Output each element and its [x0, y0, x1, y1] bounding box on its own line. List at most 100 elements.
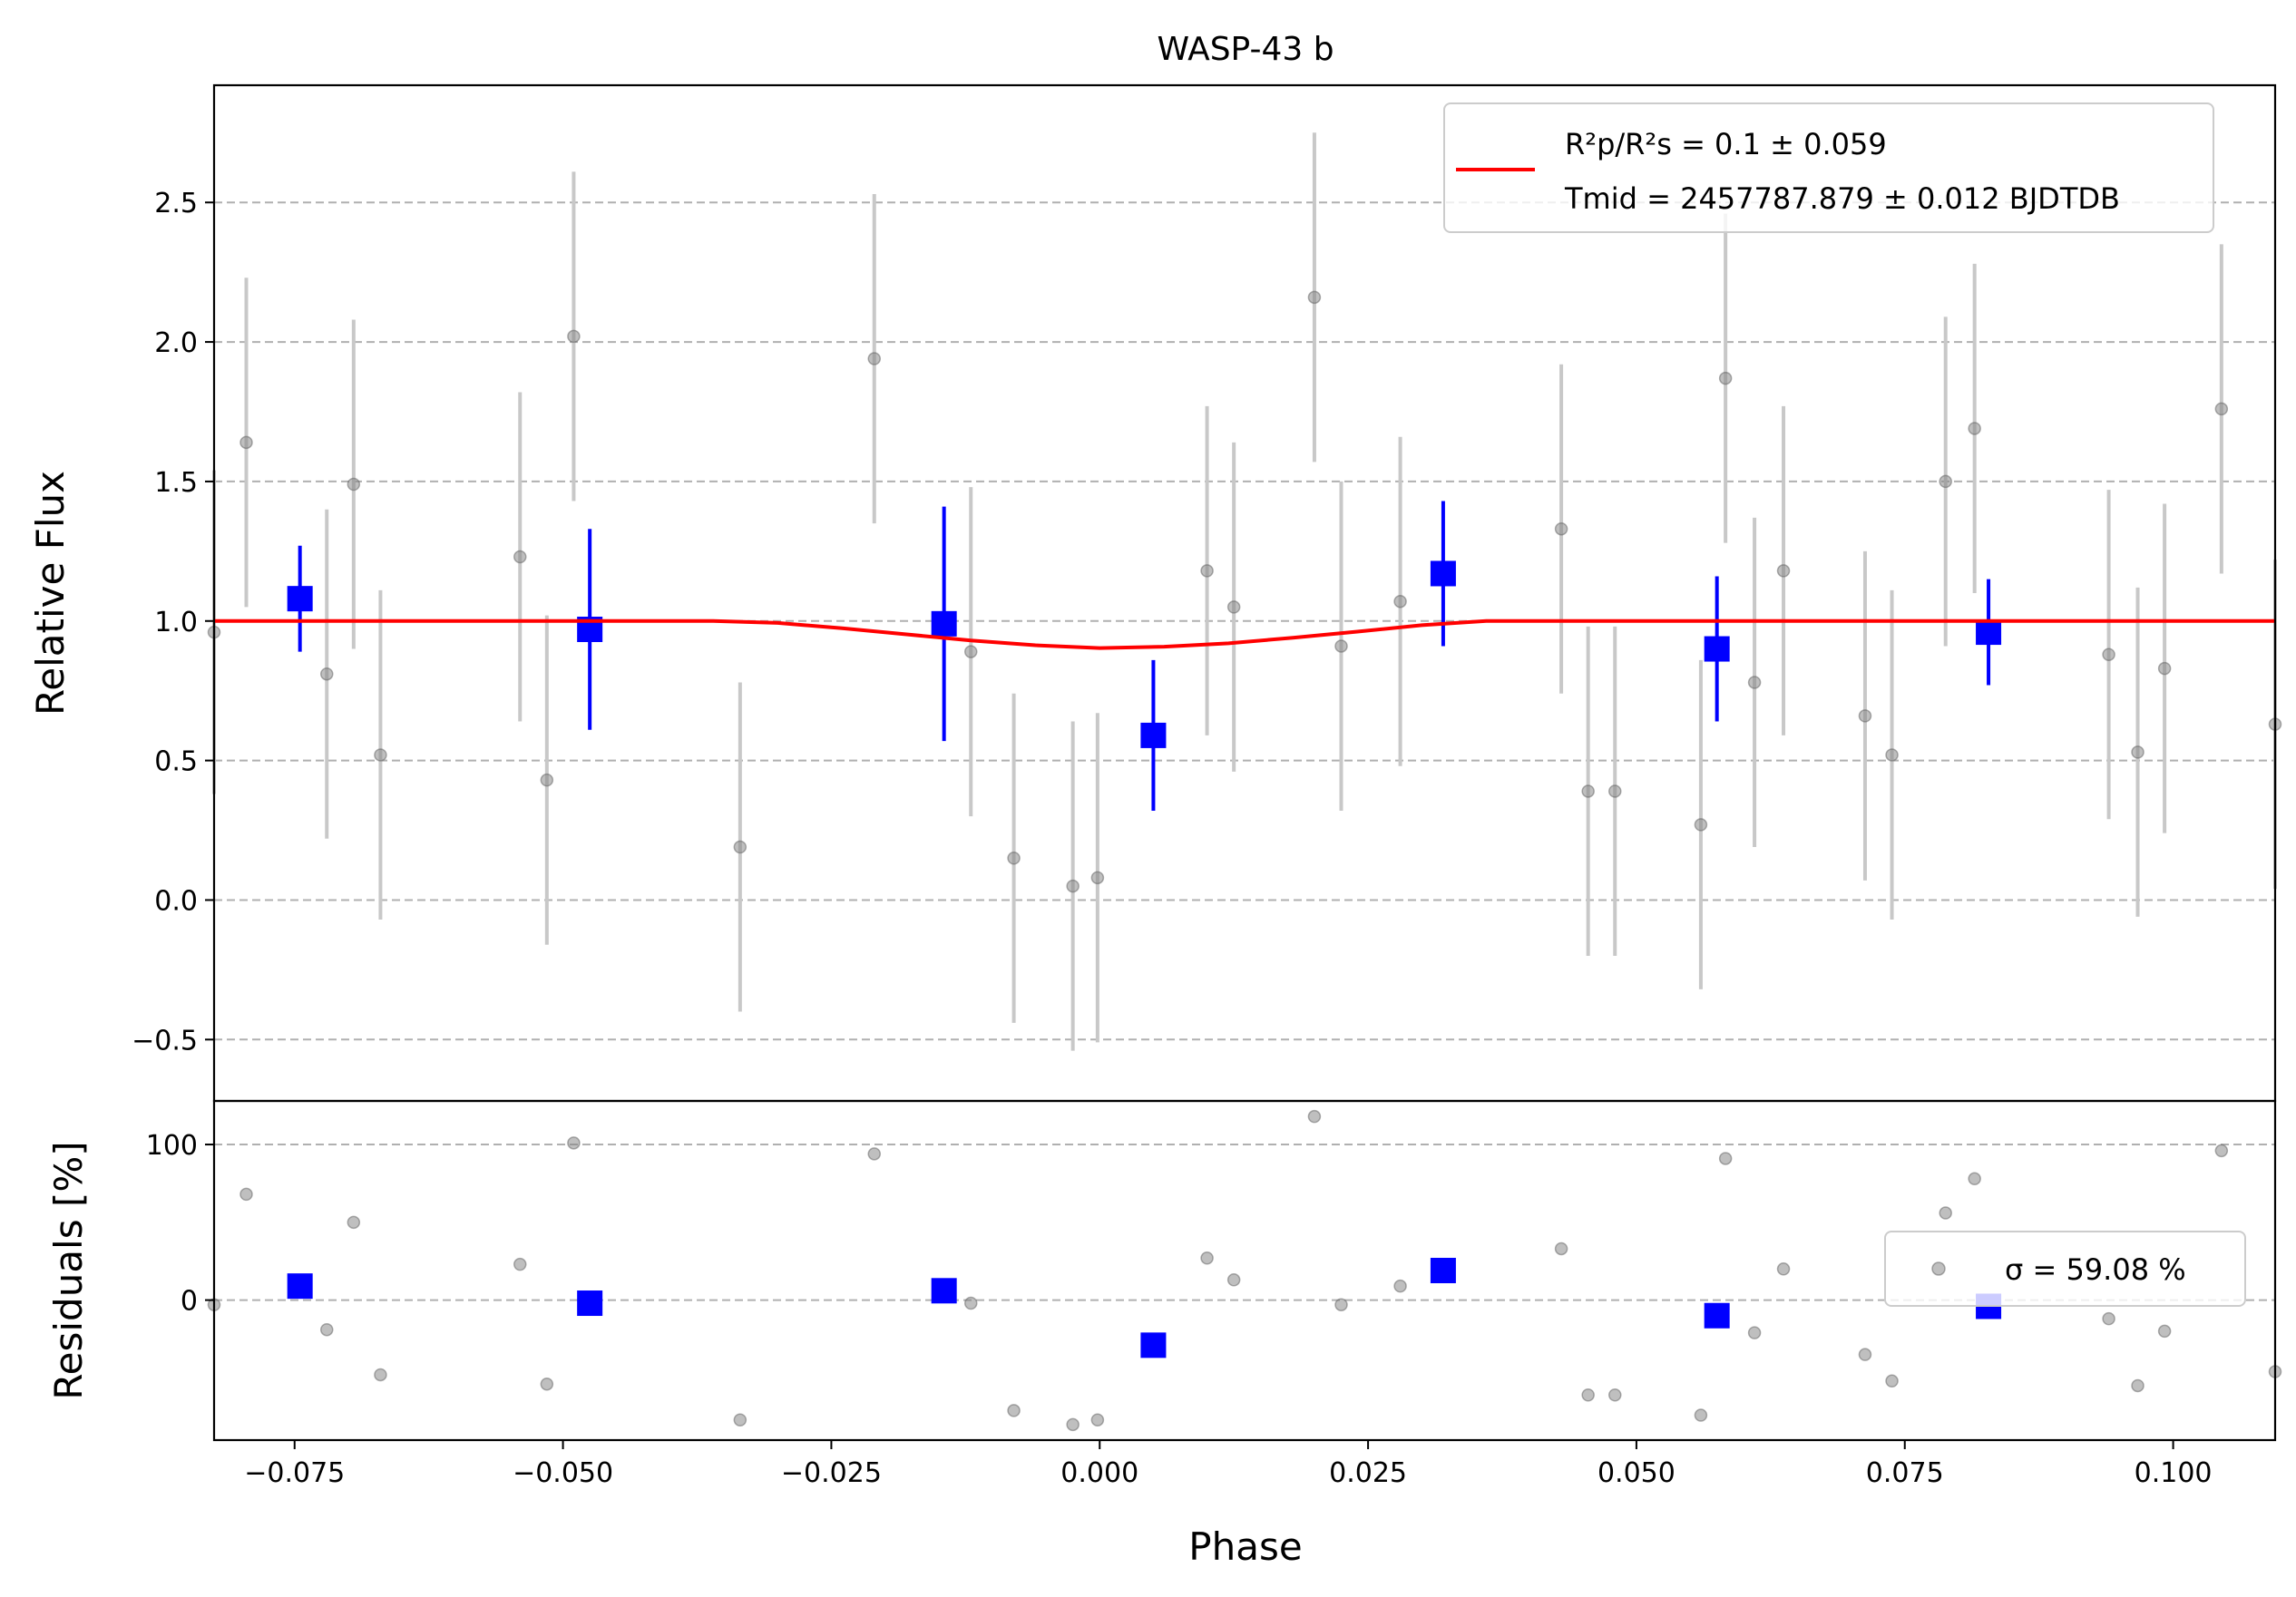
raw-point — [1334, 639, 1348, 653]
raw-point — [1718, 371, 1733, 385]
residuals-panel-frame — [212, 1099, 2277, 1442]
main-ytick-label: 2.0 — [154, 327, 198, 359]
residual-raw-point — [2102, 1311, 2115, 1326]
residual-raw-point — [1226, 1273, 1241, 1287]
residual-raw-point — [1200, 1251, 1214, 1265]
raw-point — [2102, 648, 2115, 661]
raw-point — [1747, 676, 1762, 689]
residual-raw-point — [964, 1296, 978, 1310]
raw-point — [1858, 709, 1872, 723]
raw-point — [2157, 661, 2172, 676]
main-ytick-label: 1.5 — [154, 467, 198, 499]
main-panel: −0.5 0.0 0.5 1.0 1.5 2.0 2.5 R²p/R²s = 0.1 ± 0… — [132, 83, 2282, 1103]
residual-binned-point — [1430, 1258, 1456, 1283]
residuals-legend-box — [1884, 1231, 2246, 1307]
residual-raw-point — [540, 1377, 554, 1391]
residual-raw-point — [2214, 1144, 2229, 1158]
xtick-label: 0.050 — [1597, 1457, 1676, 1489]
main-legend: R²p/R²s = 0.1 ± 0.059 Tmid = 2457787.879… — [1443, 102, 2214, 233]
residual-raw-point — [1939, 1206, 1952, 1220]
residual-raw-point — [1554, 1242, 1568, 1256]
main-ytick-label: −0.5 — [132, 1025, 198, 1057]
raw-point — [1939, 474, 1952, 489]
raw-point — [1226, 600, 1241, 614]
residual-raw-point — [2157, 1324, 2172, 1339]
main-raw-points — [207, 132, 2282, 1051]
raw-point — [2131, 745, 2145, 759]
binned-point — [287, 586, 313, 612]
binned-point — [1704, 636, 1730, 662]
residual-raw-point — [1066, 1417, 1080, 1432]
x-ticks: −0.075 −0.050 −0.025 0.000 0.025 0.050 0.075 0.… — [244, 1440, 2213, 1489]
raw-point — [1393, 594, 1407, 609]
raw-point — [567, 329, 581, 344]
raw-point — [374, 748, 387, 762]
xtick-label: −0.025 — [781, 1457, 882, 1489]
raw-point — [347, 477, 361, 492]
raw-point — [513, 550, 527, 564]
main-ytick-label: 2.5 — [154, 188, 198, 219]
residual-raw-point — [1858, 1348, 1872, 1361]
transit-model-line — [214, 618, 2275, 650]
residual-raw-point — [1090, 1413, 1105, 1427]
raw-point — [1307, 290, 1322, 305]
residual-raw-point — [1747, 1326, 1762, 1339]
raw-point — [239, 435, 253, 450]
residual-raw-point — [347, 1215, 361, 1230]
raw-point — [1090, 871, 1105, 885]
residual-raw-point — [1393, 1279, 1407, 1293]
raw-point — [1200, 564, 1214, 578]
chart-title: WASP-43 b — [1157, 31, 1334, 68]
main-ytick-label: 1.0 — [154, 607, 198, 638]
residual-raw-point — [2131, 1378, 2145, 1393]
residual-raw-point — [1307, 1109, 1322, 1124]
main-y-axis-label: Relative Flux — [28, 471, 73, 716]
residual-raw-point — [867, 1147, 881, 1161]
xtick-label: −0.075 — [244, 1457, 345, 1489]
residuals-y-ticks: 0 100 — [146, 1130, 214, 1318]
residual-raw-point — [1608, 1388, 1622, 1402]
main-ytick-label: 0.0 — [154, 885, 198, 917]
raw-point — [1776, 564, 1791, 578]
residuals-ytick-label: 0 — [181, 1286, 198, 1318]
raw-point — [540, 773, 554, 787]
raw-point — [1554, 521, 1568, 536]
residual-raw-point — [513, 1257, 527, 1271]
residual-raw-point — [1007, 1404, 1021, 1417]
raw-point — [867, 352, 881, 365]
residual-raw-point — [1581, 1388, 1595, 1402]
xtick-label: 0.025 — [1329, 1457, 1407, 1489]
residual-binned-point — [1704, 1302, 1730, 1329]
residual-raw-point — [1694, 1408, 1708, 1422]
main-y-ticks: −0.5 0.0 0.5 1.0 1.5 2.0 2.5 — [132, 188, 214, 1057]
main-legend-box — [1443, 102, 2214, 233]
raw-point — [733, 840, 747, 854]
residual-binned-point — [1140, 1332, 1167, 1358]
residual-raw-point — [1968, 1172, 1981, 1186]
residuals-legend: σ = 59.08 % — [1884, 1231, 2246, 1307]
residual-raw-point — [320, 1322, 334, 1337]
raw-point — [1007, 852, 1021, 865]
xtick-label: 0.100 — [2135, 1457, 2213, 1489]
raw-point — [1885, 748, 1899, 762]
raw-point — [1581, 784, 1595, 798]
residual-raw-point — [733, 1413, 747, 1427]
residual-raw-point — [374, 1368, 387, 1382]
residual-binned-point — [931, 1278, 957, 1304]
raw-point — [1968, 422, 1981, 435]
legend-model-label-line1: R²p/R²s = 0.1 ± 0.059 — [1565, 127, 1887, 161]
binned-point — [931, 610, 957, 637]
x-axis-label: Phase — [1188, 1524, 1302, 1569]
residuals-y-axis-label: Residuals [%] — [46, 1141, 91, 1399]
residual-raw-point — [1718, 1152, 1733, 1165]
residual-raw-point — [1885, 1374, 1899, 1388]
raw-point — [1608, 784, 1622, 798]
main-binned-points — [287, 501, 2002, 811]
xtick-label: 0.075 — [1866, 1457, 1944, 1489]
raw-point — [1694, 818, 1708, 832]
raw-point — [320, 667, 334, 681]
residual-raw-point — [1776, 1262, 1791, 1276]
legend-model-label-line2: Tmid = 2457787.879 ± 0.012 BJDTDB — [1564, 181, 2120, 216]
